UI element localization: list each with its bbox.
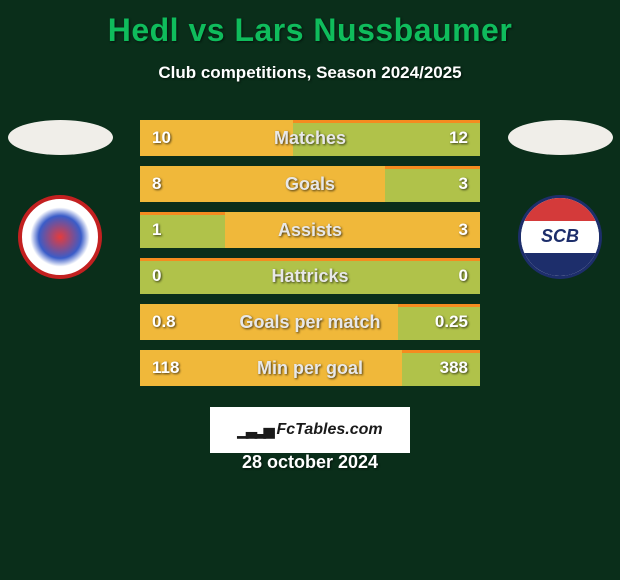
- stat-bars: 10 12 Matches 8 3 Goals 1 3 Assists 0 0 Hattricks 0.…: [140, 120, 480, 396]
- stat-value-right: 3: [459, 174, 468, 194]
- player-right-column: SCB: [500, 120, 620, 279]
- stat-value-left: 118: [152, 358, 179, 378]
- brand-badge: ▁▃▂▅ FcTables.com: [210, 407, 410, 453]
- club-badge-left: [18, 195, 102, 279]
- player-right-photo: [508, 120, 613, 155]
- page-title: Hedl vs Lars Nussbaumer: [0, 0, 620, 49]
- stat-value-right: 388: [440, 358, 468, 378]
- club-badge-right-bottom: [521, 253, 599, 276]
- stat-label: Min per goal: [257, 358, 363, 379]
- stat-value-right: 3: [459, 220, 468, 240]
- brand-spark-icon: ▁▃▂▅: [237, 422, 272, 439]
- stat-row: 0 0 Hattricks: [140, 258, 480, 294]
- stat-label: Matches: [274, 128, 346, 149]
- stat-row: 1 3 Assists: [140, 212, 480, 248]
- stat-row: 0.8 0.25 Goals per match: [140, 304, 480, 340]
- subtitle: Club competitions, Season 2024/2025: [0, 63, 620, 83]
- club-badge-left-inner: [30, 207, 90, 267]
- stat-label: Assists: [278, 220, 342, 241]
- club-badge-right-top: [521, 198, 599, 221]
- club-badge-right-text: SCB: [521, 221, 599, 252]
- player-left-photo: [8, 120, 113, 155]
- stat-row: 118 388 Min per goal: [140, 350, 480, 386]
- comparison-card: Hedl vs Lars Nussbaumer Club competition…: [0, 0, 620, 580]
- player-left-column: [0, 120, 120, 279]
- stat-bar-win-right: [225, 212, 480, 248]
- stat-value-left: 0.8: [152, 312, 176, 332]
- stat-value-right: 0.25: [435, 312, 468, 332]
- stat-row: 8 3 Goals: [140, 166, 480, 202]
- stat-value-left: 8: [152, 174, 161, 194]
- stat-value-left: 10: [152, 128, 171, 148]
- stat-value-right: 12: [449, 128, 468, 148]
- stat-bar-win-left: [140, 166, 385, 202]
- brand-text: FcTables.com: [276, 421, 382, 439]
- stat-row: 10 12 Matches: [140, 120, 480, 156]
- date-label: 28 october 2024: [0, 452, 620, 473]
- stat-value-right: 0: [459, 266, 468, 286]
- stat-label: Hattricks: [271, 266, 348, 287]
- stat-value-left: 0: [152, 266, 161, 286]
- stat-value-left: 1: [152, 220, 161, 240]
- stat-label: Goals per match: [239, 312, 380, 333]
- club-badge-right: SCB: [518, 195, 602, 279]
- stat-label: Goals: [285, 174, 335, 195]
